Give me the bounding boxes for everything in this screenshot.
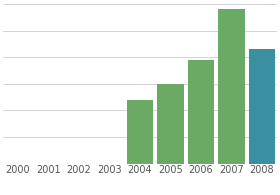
Bar [127, 100, 153, 164]
Bar [157, 84, 184, 164]
Bar [218, 9, 245, 164]
Bar [249, 49, 275, 164]
Bar [188, 60, 214, 164]
